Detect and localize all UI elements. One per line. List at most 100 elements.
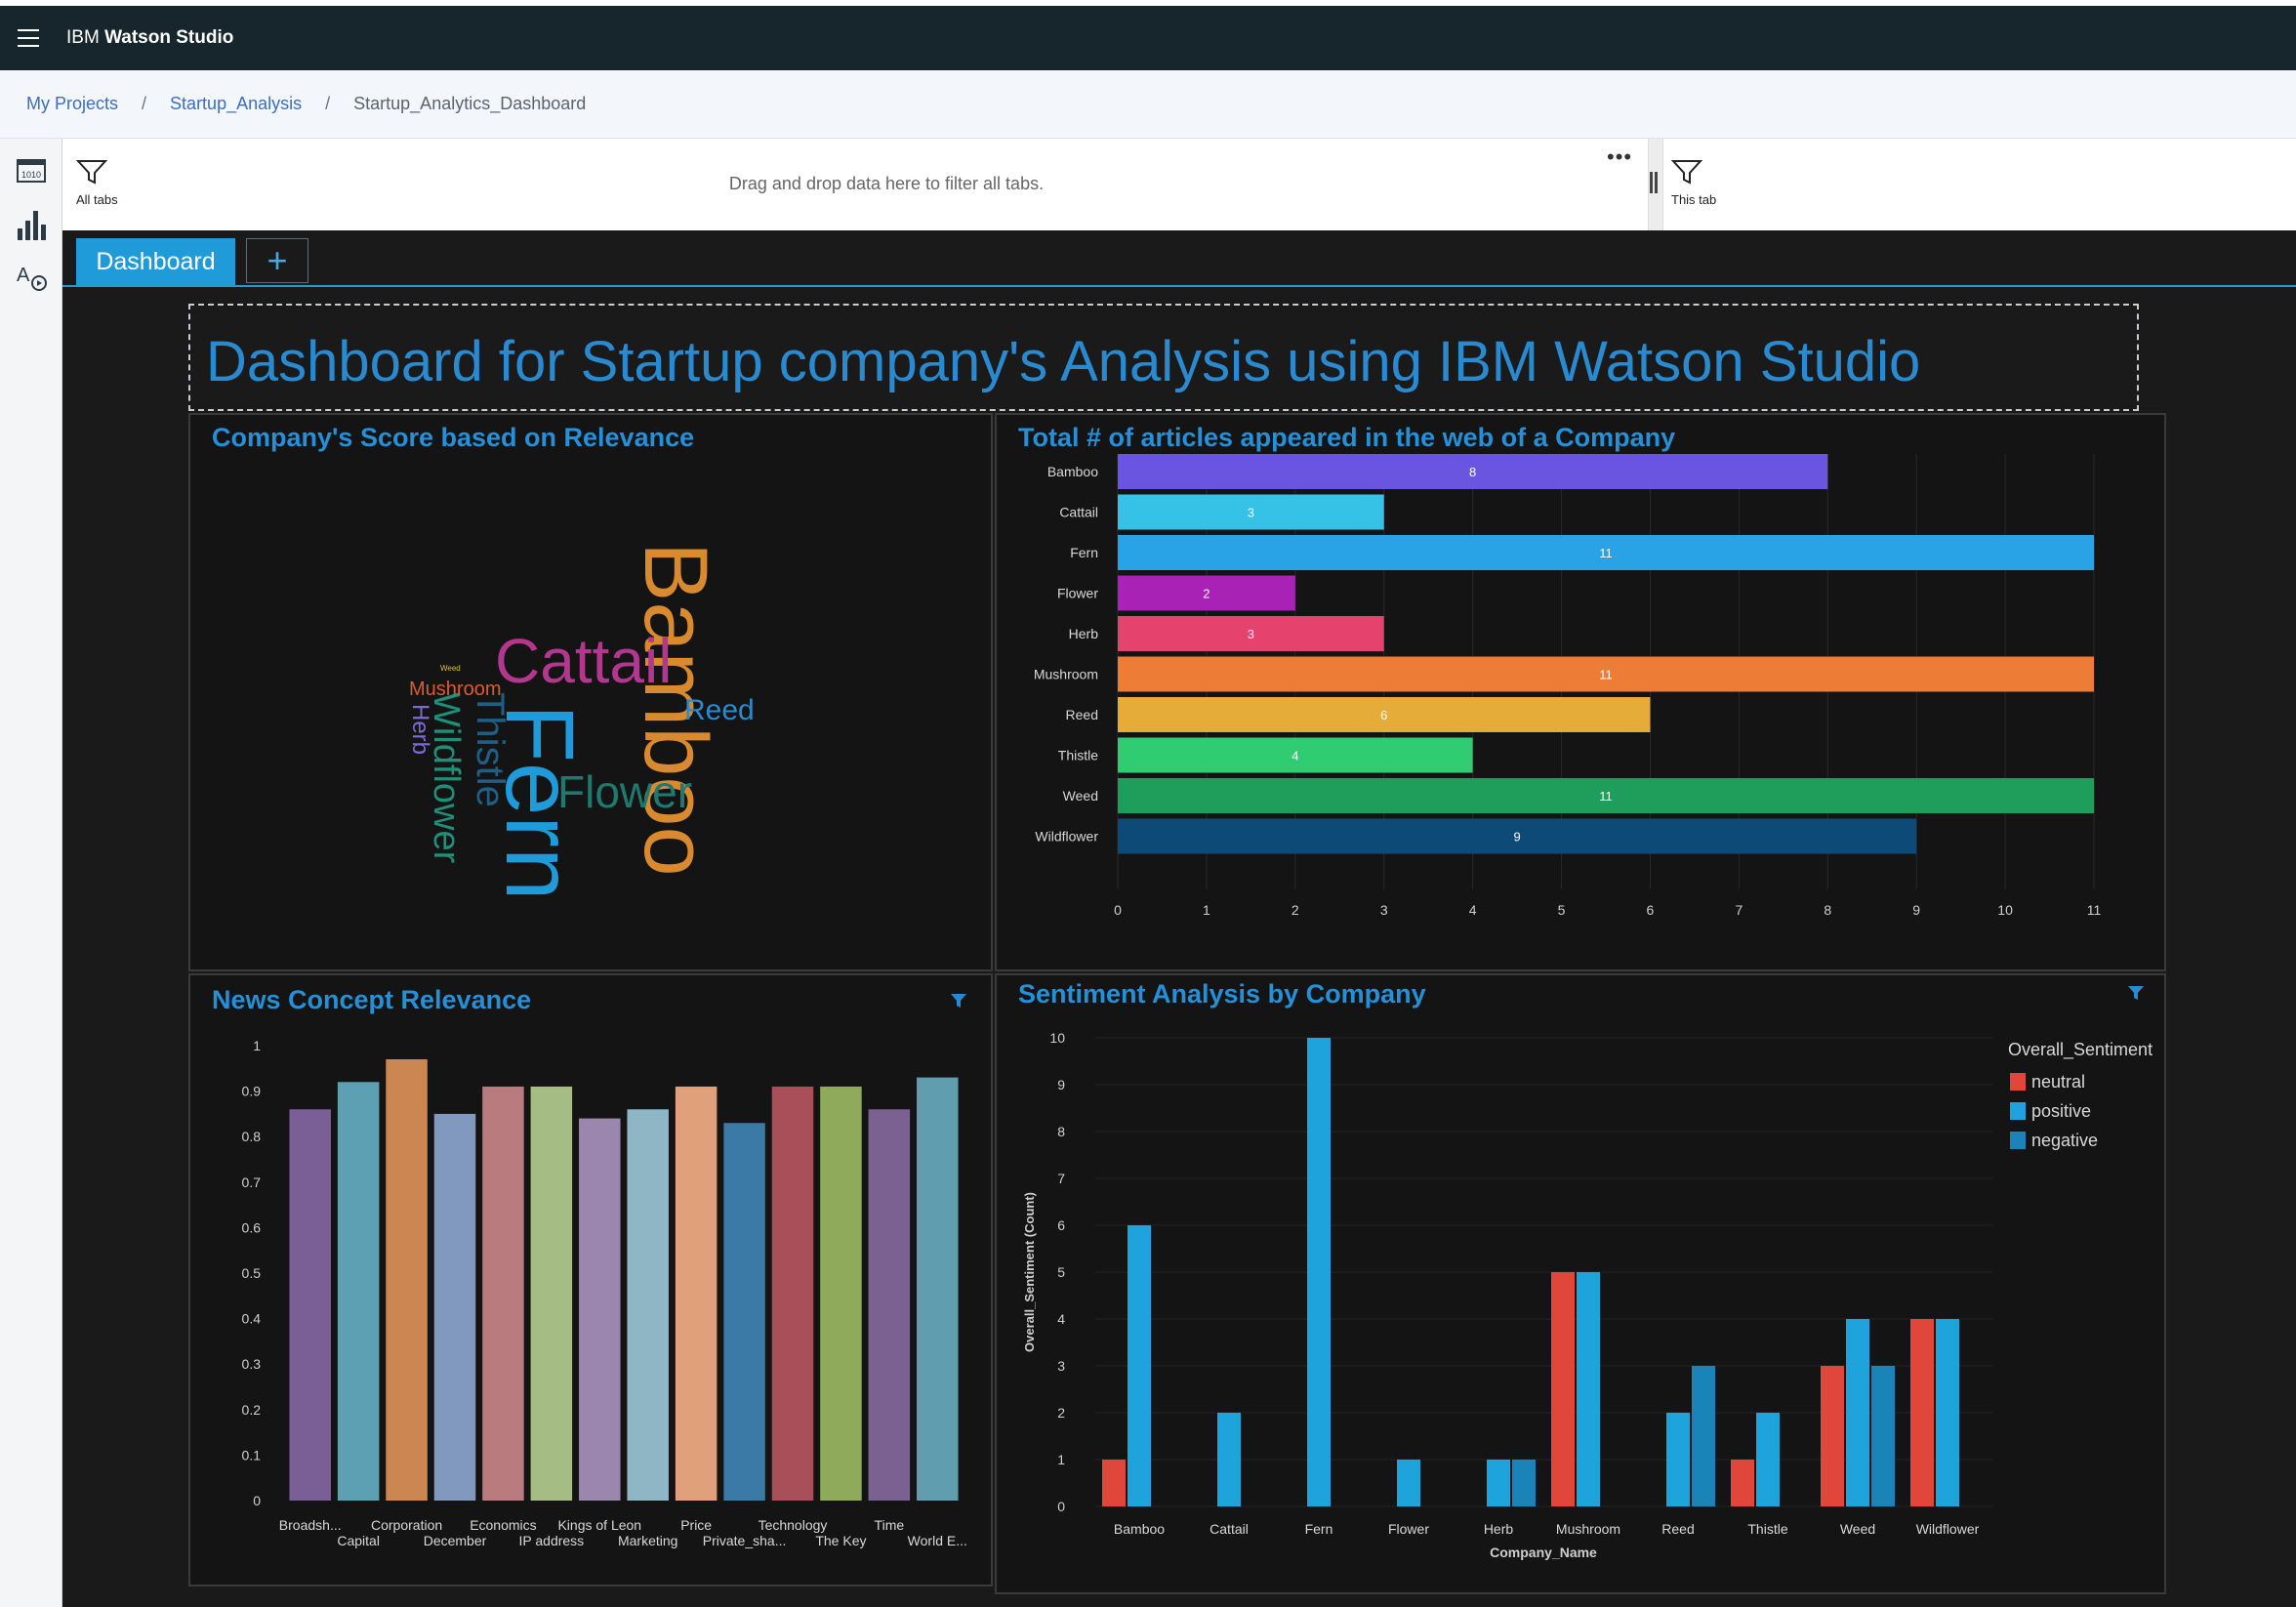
news-title: News Concept Relevance	[212, 985, 532, 1014]
breadcrumb-separator: /	[325, 94, 331, 113]
filter-icon[interactable]	[950, 993, 967, 1009]
articles-category-label: Weed	[1063, 788, 1098, 804]
all-tabs-label: All tabs	[76, 192, 118, 207]
app-title-name: Watson Studio	[104, 27, 234, 48]
sentiment-bar-positive	[1128, 1225, 1151, 1506]
articles-x-tick: 2	[1292, 902, 1299, 918]
svg-text:1010: 1010	[21, 170, 41, 180]
news-category-label: Capital	[337, 1533, 380, 1548]
news-bar	[386, 1058, 428, 1501]
sentiment-bar-positive	[1846, 1319, 1869, 1506]
wordcloud-word-weed: Weed	[440, 664, 461, 673]
app-title-prefix: IBM	[66, 27, 100, 48]
more-options-icon[interactable]: •••	[1607, 144, 1633, 169]
sentiment-title: Sentiment Analysis by Company	[1018, 979, 1426, 1009]
news-bar	[337, 1082, 380, 1501]
sentiment-bar-positive	[1756, 1413, 1780, 1506]
news-category-label: IP address	[519, 1533, 585, 1548]
bar-chart-icon[interactable]	[14, 207, 49, 242]
tab-dashboard[interactable]: Dashboard	[76, 238, 235, 285]
news-category-label: Technology	[758, 1517, 828, 1533]
sentiment-bar-positive	[1397, 1460, 1420, 1506]
articles-x-tick: 5	[1558, 902, 1566, 918]
news-bar	[917, 1077, 959, 1501]
sentiment-panel[interactable]: Sentiment Analysis by Company 0 1 2 3 4 5 6 7 8 9…	[995, 973, 2166, 1594]
app-title[interactable]: IBM Watson Studio	[66, 27, 233, 49]
breadcrumb-separator: /	[142, 94, 147, 113]
articles-x-tick: 10	[1997, 902, 2013, 918]
articles-x-tick: 3	[1380, 902, 1388, 918]
sentiment-category-label: Herb	[1484, 1521, 1514, 1537]
articles-data-label: 6	[1380, 708, 1387, 722]
sentiment-y-tick: 5	[1057, 1264, 1065, 1280]
sentiment-y-tick: 9	[1057, 1077, 1065, 1092]
news-panel[interactable]: News Concept Relevance 0 0.1 0.2 0.3 0.4 0.5 0…	[188, 973, 993, 1586]
filter-icon	[75, 160, 108, 185]
news-y-tick: 0.8	[242, 1129, 262, 1144]
news-bar	[579, 1118, 621, 1501]
articles-x-tick: 6	[1647, 902, 1655, 918]
news-bar	[771, 1086, 814, 1501]
sentiment-bar-negative	[1512, 1460, 1536, 1506]
sentiment-category-label: Fern	[1305, 1521, 1333, 1537]
this-tab-filter[interactable]: This tab	[1670, 158, 1749, 207]
top-edge	[0, 0, 2296, 6]
resize-handle[interactable]	[1650, 172, 1658, 193]
sentiment-bar-positive	[1936, 1319, 1959, 1506]
news-y-tick: 0.2	[242, 1402, 262, 1418]
news-y-tick: 1	[253, 1038, 261, 1053]
articles-bar-wildflower	[1118, 818, 1917, 854]
news-category-label: Corporation	[371, 1517, 442, 1533]
articles-data-label: 2	[1203, 587, 1210, 601]
sentiment-legend-entry: negative	[2031, 1131, 2098, 1150]
breadcrumb-my-projects[interactable]: My Projects	[26, 94, 119, 113]
filter-drop-zone[interactable]: Drag and drop data here to filter all ta…	[728, 174, 1045, 193]
sentiment-y-tick: 2	[1057, 1405, 1065, 1421]
sentiment-legend-title: Overall_Sentiment	[2008, 1040, 2152, 1060]
data-icon[interactable]: 1010	[14, 154, 49, 189]
wordcloud-word-flower: Flower	[557, 766, 692, 817]
sentiment-chart: 0 1 2 3 4 5 6 7 8 9 10 Bamboo Cattail Fern Flower Herb M…	[1022, 1030, 2152, 1560]
filter-icon[interactable]	[2127, 985, 2145, 1001]
text-style-icon[interactable]: A	[14, 260, 49, 295]
breadcrumb-startup-analysis[interactable]: Startup_Analysis	[170, 94, 303, 113]
hamburger-icon[interactable]	[18, 29, 39, 47]
news-category-label: Economics	[470, 1517, 536, 1533]
news-y-tick: 0.5	[242, 1265, 262, 1281]
articles-category-label: Thistle	[1058, 748, 1098, 763]
articles-bar-flower	[1118, 575, 1295, 611]
breadcrumb-current: Startup_Analytics_Dashboard	[353, 94, 587, 113]
news-bar	[530, 1086, 573, 1501]
sentiment-bar-neutral	[1821, 1366, 1844, 1506]
news-category-label: Marketing	[618, 1533, 677, 1548]
wordcloud-word-mushroom: Mushroom	[409, 679, 501, 700]
articles-data-label: 8	[1469, 465, 1476, 479]
wordcloud-word-bamboo: Bamboo	[626, 542, 725, 877]
sentiment-bar-negative	[1871, 1366, 1895, 1506]
articles-bar-herb	[1118, 616, 1384, 651]
news-category-label: The Key	[815, 1533, 866, 1548]
articles-x-tick: 0	[1114, 902, 1122, 918]
wordcloud-panel[interactable]: Company's Score based on Relevance Bambo…	[188, 413, 993, 971]
news-y-tick: 0.1	[242, 1447, 262, 1463]
sentiment-category-label: Wildflower	[1916, 1521, 1980, 1537]
articles-panel[interactable]: Total # of articles appeared in the web …	[995, 413, 2166, 971]
sentiment-y-tick: 7	[1057, 1171, 1065, 1186]
sentiment-y-tick: 8	[1057, 1124, 1065, 1139]
dashboard-title-widget[interactable]: Dashboard for Startup company's Analysis…	[188, 304, 2139, 411]
articles-chart: 0 1 2 3 4 5 6 7 8 9 10 11 Bamboo 8 Cattail 3 Fern 11 Flowe…	[1034, 454, 2101, 918]
news-bar	[482, 1086, 524, 1501]
articles-x-tick: 7	[1735, 902, 1742, 918]
news-bar	[289, 1109, 331, 1501]
all-tabs-filter[interactable]: All tabs	[75, 158, 154, 207]
sentiment-bar-neutral	[1102, 1460, 1126, 1506]
articles-data-label: 9	[1513, 830, 1520, 845]
news-category-label: World E...	[908, 1533, 967, 1548]
news-category-label: Private_sha...	[703, 1533, 787, 1548]
news-bar	[433, 1113, 476, 1501]
add-tab-button[interactable]: +	[246, 238, 308, 283]
wordcloud-word-wildflower: Wildflower	[426, 692, 467, 864]
wordcloud-word-herb: Herb	[407, 704, 433, 755]
sentiment-y-tick: 6	[1057, 1217, 1065, 1233]
